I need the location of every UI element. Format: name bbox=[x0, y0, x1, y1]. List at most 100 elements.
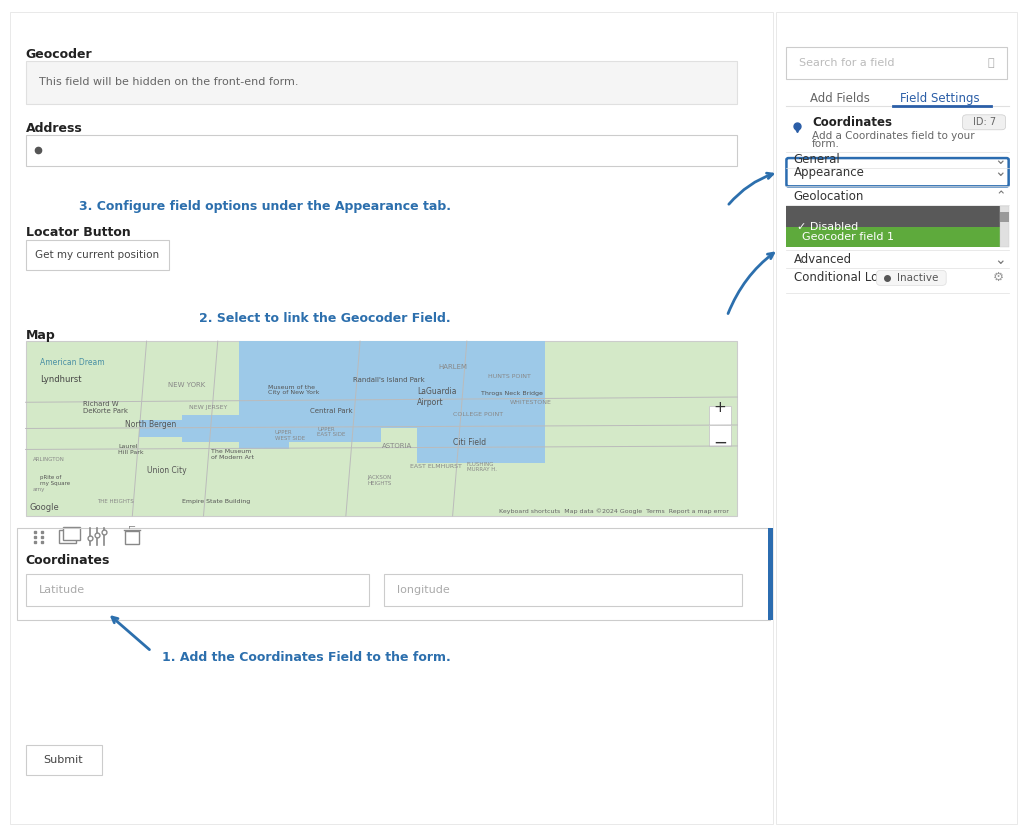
Text: Get my current position: Get my current position bbox=[35, 250, 160, 260]
Text: ⌃: ⌃ bbox=[995, 190, 1006, 203]
Text: Lyndhurst: Lyndhurst bbox=[40, 375, 81, 384]
Text: Geocoder: Geocoder bbox=[26, 47, 92, 61]
Text: UPPER
WEST SIDE: UPPER WEST SIDE bbox=[274, 430, 305, 441]
Text: Google: Google bbox=[30, 503, 59, 512]
Text: Keyboard shortcuts  Map data ©2024 Google  Terms  Report a map error: Keyboard shortcuts Map data ©2024 Google… bbox=[500, 508, 729, 513]
Text: Geocoder Field: Geocoder Field bbox=[794, 210, 877, 220]
Text: 3. Configure field options under the Appearance tab.: 3. Configure field options under the App… bbox=[79, 200, 451, 213]
Text: WHITESTONE: WHITESTONE bbox=[510, 399, 551, 405]
Text: pRite of
rny Square: pRite of rny Square bbox=[40, 476, 70, 486]
Bar bbox=[786, 227, 1004, 247]
Bar bbox=[26, 135, 737, 166]
Text: Add Fields: Add Fields bbox=[810, 92, 869, 105]
Text: 2. Select to link the Geocoder Field.: 2. Select to link the Geocoder Field. bbox=[199, 312, 451, 325]
Text: The Museum
of Modern Art: The Museum of Modern Art bbox=[211, 449, 254, 460]
Bar bbox=[709, 406, 731, 446]
Text: NEW JERSEY: NEW JERSEY bbox=[189, 405, 227, 410]
Text: Latitude: Latitude bbox=[39, 585, 85, 595]
Bar bbox=[26, 745, 102, 775]
Bar bbox=[1000, 212, 1009, 222]
Text: LaGuardia
Airport: LaGuardia Airport bbox=[417, 388, 457, 407]
Text: Throgs Neck Bridge: Throgs Neck Bridge bbox=[481, 391, 543, 396]
Text: form.: form. bbox=[812, 139, 840, 149]
Text: FLUSHING
MURRAY H.: FLUSHING MURRAY H. bbox=[467, 462, 497, 473]
Text: COLLEGE POINT: COLLEGE POINT bbox=[453, 412, 503, 417]
Bar bbox=[182, 414, 260, 443]
Text: Search for a field: Search for a field bbox=[799, 58, 894, 68]
Text: Empire State Building: Empire State Building bbox=[182, 499, 251, 504]
Text: ⌄: ⌄ bbox=[994, 166, 1007, 179]
Bar bbox=[17, 528, 770, 620]
Bar bbox=[63, 527, 80, 540]
Bar bbox=[125, 531, 139, 544]
Text: longitude: longitude bbox=[397, 585, 451, 595]
Text: EAST ELMHURST: EAST ELMHURST bbox=[410, 464, 462, 469]
Text: 🔍: 🔍 bbox=[988, 58, 994, 68]
Text: Add a Coordinates field to your: Add a Coordinates field to your bbox=[812, 131, 975, 141]
Text: +: + bbox=[714, 400, 726, 415]
Bar bbox=[786, 206, 1004, 247]
Text: Address: Address bbox=[26, 122, 82, 136]
Bar bbox=[1000, 206, 1009, 247]
Text: ID: 7: ID: 7 bbox=[973, 117, 995, 127]
Text: Union City: Union City bbox=[146, 466, 186, 475]
Circle shape bbox=[870, 209, 885, 220]
Text: ARLINGTON: ARLINGTON bbox=[33, 458, 65, 463]
Bar bbox=[59, 530, 76, 543]
FancyBboxPatch shape bbox=[786, 158, 1009, 186]
Text: 1. Add the Coordinates Field to the form.: 1. Add the Coordinates Field to the form… bbox=[162, 651, 451, 664]
Bar bbox=[776, 12, 1017, 824]
Text: Geolocation: Geolocation bbox=[794, 190, 864, 203]
Text: Geocoder field 1: Geocoder field 1 bbox=[802, 232, 894, 242]
Text: North Bergen: North Bergen bbox=[125, 420, 176, 429]
Text: NEW YORK: NEW YORK bbox=[168, 382, 205, 388]
FancyBboxPatch shape bbox=[963, 115, 1006, 130]
Text: ⌄: ⌄ bbox=[994, 253, 1007, 266]
Bar bbox=[417, 341, 545, 463]
Bar bbox=[289, 341, 431, 428]
Text: Laurel
Hill Park: Laurel Hill Park bbox=[118, 444, 143, 455]
FancyBboxPatch shape bbox=[877, 270, 946, 285]
Text: THE HEIGHTS: THE HEIGHTS bbox=[96, 499, 133, 504]
Text: Appearance: Appearance bbox=[794, 166, 864, 179]
Bar bbox=[182, 414, 381, 443]
Bar bbox=[786, 47, 1007, 79]
Text: Citi Field: Citi Field bbox=[453, 438, 485, 447]
Text: HUNTS POINT: HUNTS POINT bbox=[488, 374, 531, 379]
Bar bbox=[26, 574, 369, 606]
Text: Central Park: Central Park bbox=[310, 408, 353, 414]
Text: Field Settings: Field Settings bbox=[900, 92, 980, 105]
Text: ✓ Disabled: ✓ Disabled bbox=[797, 222, 858, 232]
Text: ?: ? bbox=[876, 210, 880, 219]
Text: Advanced: Advanced bbox=[794, 253, 852, 266]
Text: −: − bbox=[713, 433, 727, 452]
Text: General: General bbox=[794, 153, 841, 166]
Text: Randall's Island Park: Randall's Island Park bbox=[353, 377, 425, 383]
Text: Museum of the
City of New York: Museum of the City of New York bbox=[267, 384, 318, 395]
Text: ⌐: ⌐ bbox=[128, 521, 136, 531]
Text: arny: arny bbox=[33, 487, 45, 493]
Text: Inactive: Inactive bbox=[897, 273, 938, 283]
Bar bbox=[26, 61, 737, 104]
Text: Coordinates: Coordinates bbox=[26, 554, 110, 567]
Text: This field will be hidden on the front-end form.: This field will be hidden on the front-e… bbox=[39, 77, 298, 87]
Bar bbox=[26, 240, 169, 270]
Text: ⌄: ⌄ bbox=[994, 153, 1007, 166]
Bar bbox=[26, 341, 737, 516]
Text: Richard W
DeKorte Park: Richard W DeKorte Park bbox=[83, 401, 128, 414]
Bar bbox=[139, 419, 325, 438]
Text: HARLEM: HARLEM bbox=[438, 364, 467, 370]
Text: Submit: Submit bbox=[44, 755, 83, 765]
Text: Map: Map bbox=[26, 329, 55, 342]
Text: Locator Button: Locator Button bbox=[26, 226, 130, 240]
Text: Coordinates: Coordinates bbox=[812, 116, 892, 129]
Bar bbox=[384, 574, 742, 606]
Bar bbox=[768, 528, 773, 620]
Bar bbox=[239, 341, 289, 449]
Bar bbox=[10, 12, 773, 824]
Text: ASTORIA: ASTORIA bbox=[381, 443, 412, 449]
Text: UPPER
EAST SIDE: UPPER EAST SIDE bbox=[317, 427, 346, 438]
Text: American Dream: American Dream bbox=[40, 358, 104, 367]
Text: JACKSON
HEIGHTS: JACKSON HEIGHTS bbox=[368, 476, 391, 486]
Text: Conditional Logic: Conditional Logic bbox=[794, 271, 895, 285]
